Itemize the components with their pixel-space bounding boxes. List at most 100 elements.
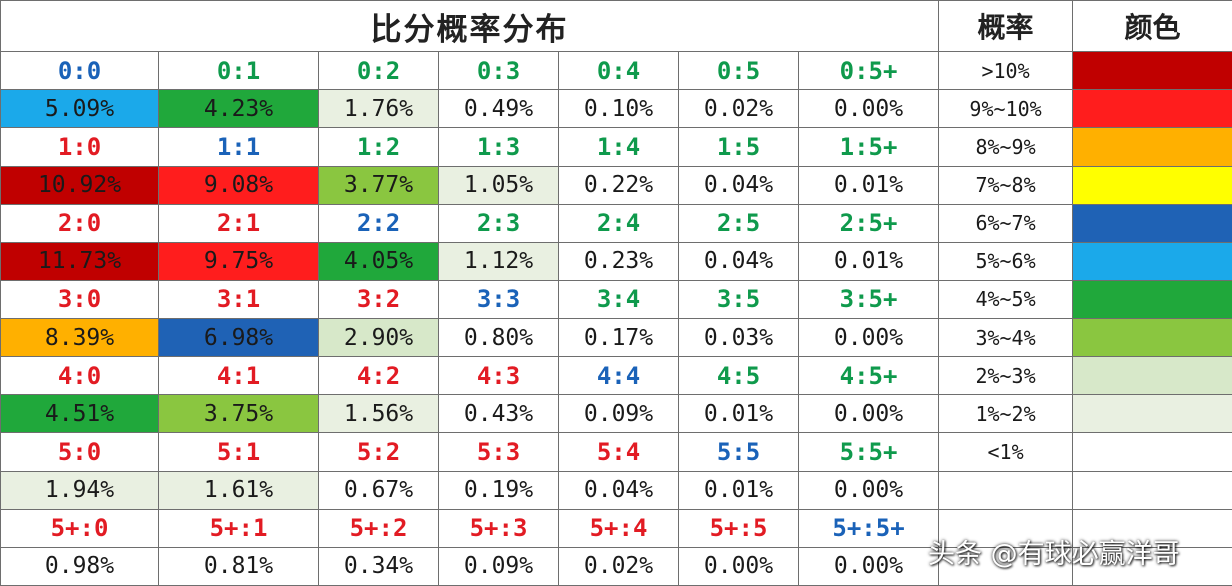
probability-cell: 2.90% (318, 318, 439, 358)
score-row: 5:0 5:1 5:2 5:3 5:4 5:5 5:5+ <1% (0, 432, 1232, 472)
legend-color-swatch (1072, 127, 1232, 167)
legend-range-label: 3%~4% (938, 318, 1074, 358)
score-cell: 0:5+ (797, 51, 940, 91)
probability-row: 1.94% 1.61% 0.67% 0.19% 0.04% 0.01% 0.00% (0, 470, 1232, 510)
score-cell: 5+:2 (318, 508, 439, 548)
score-cell: 4:0 (0, 356, 159, 396)
probability-cell: 11.73% (0, 241, 159, 281)
score-cell: 5+:5+ (797, 508, 940, 548)
score-row: 1:0 1:1 1:2 1:3 1:4 1:5 1:5+ 8%~9% (0, 127, 1232, 167)
legend-color-swatch (1072, 51, 1232, 91)
probability-cell: 0.04% (678, 165, 799, 205)
probability-row: 5.09% 4.23% 1.76% 0.49% 0.10% 0.02% 0.00% 9%~10… (0, 89, 1232, 129)
score-cell: 5:1 (158, 432, 319, 472)
probability-cell: 0.19% (438, 470, 559, 510)
score-cell: 2:1 (158, 203, 319, 243)
probability-cell: 0.09% (438, 546, 559, 586)
legend-color-swatch (1072, 165, 1232, 205)
probability-cell: 1.12% (438, 241, 559, 281)
probability-cell: 4.05% (318, 241, 439, 281)
score-cell: 1:5 (678, 127, 799, 167)
probability-cell: 0.01% (797, 165, 940, 205)
probability-cell: 3.77% (318, 165, 439, 205)
legend-range-label: >10% (938, 51, 1074, 91)
probability-cell: 0.22% (558, 165, 679, 205)
probability-row: 0.98% 0.81% 0.34% 0.09% 0.02% 0.00% 0.00% (0, 546, 1232, 586)
legend-color-swatch (1072, 546, 1232, 586)
score-cell: 1:4 (558, 127, 679, 167)
probability-cell: 0.01% (678, 470, 799, 510)
score-cell: 5:5+ (797, 432, 940, 472)
score-row: 0:0 0:1 0:2 0:3 0:4 0:5 0:5+ >10% (0, 51, 1232, 91)
score-cell: 1:5+ (797, 127, 940, 167)
score-row: 2:0 2:1 2:2 2:3 2:4 2:5 2:5+ 6%~7% (0, 203, 1232, 243)
score-cell: 2:3 (438, 203, 559, 243)
score-cell: 5+:1 (158, 508, 319, 548)
probability-cell: 1.76% (318, 89, 439, 129)
probability-cell: 0.09% (558, 394, 679, 434)
probability-cell: 0.03% (678, 318, 799, 358)
score-cell: 0:2 (318, 51, 439, 91)
score-cell: 5+:3 (438, 508, 559, 548)
score-cell: 1:3 (438, 127, 559, 167)
probability-cell: 0.81% (158, 546, 319, 586)
legend-color-swatch (1072, 89, 1232, 129)
score-cell: 5:5 (678, 432, 799, 472)
legend-color-swatch (1072, 318, 1232, 358)
score-cell: 0:3 (438, 51, 559, 91)
score-cell: 2:5 (678, 203, 799, 243)
probability-cell: 0.00% (678, 546, 799, 586)
score-cell: 5:3 (438, 432, 559, 472)
score-row: 3:0 3:1 3:2 3:3 3:4 3:5 3:5+ 4%~5% (0, 279, 1232, 320)
probability-row: 10.92% 9.08% 3.77% 1.05% 0.22% 0.04% 0.01% 7%~8… (0, 165, 1232, 205)
score-cell: 4:1 (158, 356, 319, 396)
probability-cell: 0.80% (438, 318, 559, 358)
probability-cell: 0.43% (438, 394, 559, 434)
legend-range-label (938, 470, 1074, 510)
probability-cell: 0.10% (558, 89, 679, 129)
score-cell: 0:1 (158, 51, 319, 91)
score-cell: 5+:0 (0, 508, 159, 548)
legend-color-swatch (1072, 394, 1232, 434)
probability-cell: 0.00% (797, 89, 940, 129)
probability-row: 4.51% 3.75% 1.56% 0.43% 0.09% 0.01% 0.00% 1%~2% (0, 394, 1232, 434)
score-cell: 0:0 (0, 51, 159, 91)
probability-cell: 0.67% (318, 470, 439, 510)
legend-range-label: 9%~10% (938, 89, 1074, 129)
probability-cell: 0.01% (797, 241, 940, 281)
probability-header: 概率 (938, 0, 1074, 53)
probability-cell: 5.09% (0, 89, 159, 129)
probability-cell: 1.61% (158, 470, 319, 510)
legend-range-label: 1%~2% (938, 394, 1074, 434)
legend-color-swatch (1072, 508, 1232, 548)
legend-color-swatch (1072, 203, 1232, 243)
score-cell: 2:4 (558, 203, 679, 243)
legend-range-label: 7%~8% (938, 165, 1074, 205)
score-cell: 1:1 (158, 127, 319, 167)
legend-color-swatch (1072, 470, 1232, 510)
legend-range-label: <1% (938, 432, 1074, 472)
score-cell: 3:5+ (797, 279, 940, 320)
probability-cell: 4.51% (0, 394, 159, 434)
score-cell: 3:1 (158, 279, 319, 320)
legend-color-swatch (1072, 279, 1232, 320)
score-cell: 2:2 (318, 203, 439, 243)
legend-color-swatch (1072, 356, 1232, 396)
score-cell: 3:0 (0, 279, 159, 320)
probability-cell: 1.56% (318, 394, 439, 434)
score-cell: 4:3 (438, 356, 559, 396)
probability-cell: 0.00% (797, 394, 940, 434)
legend-range-label (938, 546, 1074, 586)
legend-range-label: 8%~9% (938, 127, 1074, 167)
score-cell: 5:0 (0, 432, 159, 472)
score-cell: 2:0 (0, 203, 159, 243)
probability-cell: 0.00% (797, 470, 940, 510)
score-cell: 4:5+ (797, 356, 940, 396)
score-cell: 3:5 (678, 279, 799, 320)
score-cell: 5:4 (558, 432, 679, 472)
header-row: 比分概率分布 概率 颜色 (0, 0, 1232, 53)
probability-row: 8.39% 6.98% 2.90% 0.80% 0.17% 0.03% 0.00% 3%~4% (0, 318, 1232, 358)
probability-cell: 1.05% (438, 165, 559, 205)
probability-cell: 0.34% (318, 546, 439, 586)
probability-cell: 10.92% (0, 165, 159, 205)
